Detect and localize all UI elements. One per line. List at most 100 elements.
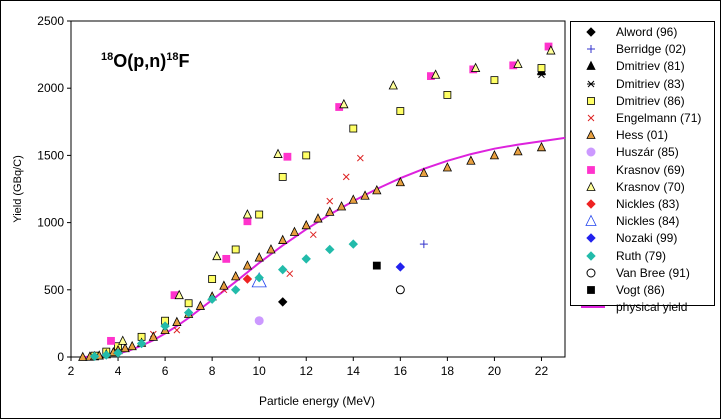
x-tick-label: 22	[535, 364, 549, 378]
y-tick-label: 500	[44, 283, 64, 297]
y-tick-label: 1500	[37, 148, 64, 162]
dmitriev-86-point	[231, 245, 240, 254]
legend-entry-hess-01: Hess (01)	[571, 127, 714, 143]
legend-label: physical yield	[616, 300, 688, 315]
legend-label: Van Bree (91)	[616, 265, 690, 280]
engelmann-71-point	[356, 154, 364, 162]
hess-01-point	[278, 234, 288, 244]
krasnov-70-point	[513, 58, 523, 68]
krasnov-70-point	[339, 98, 349, 109]
legend-label: Dmitriev (83)	[616, 76, 685, 91]
dmitriev-83-point	[537, 71, 546, 79]
hess-01-point	[301, 219, 311, 230]
x-tick-label: 20	[488, 364, 502, 378]
krasnov-69-point	[243, 217, 252, 226]
legend-marker-diamond	[586, 250, 596, 261]
dmitriev-86-point	[184, 299, 193, 308]
legend-label: Nozaki (99)	[616, 231, 678, 246]
dmitriev-86-point	[349, 124, 358, 133]
data-points	[78, 42, 556, 362]
hess-01-point	[120, 342, 130, 353]
legend-marker-circle	[586, 147, 596, 157]
hess-01-point	[195, 300, 206, 310]
krasnov-70-point	[470, 62, 481, 72]
engelmann-71-point	[342, 173, 350, 181]
legend-marker	[587, 165, 595, 174]
x-tick-label: 16	[394, 364, 408, 378]
legend-marker-circle	[586, 268, 596, 278]
legend-label: Berridge (02)	[616, 42, 687, 57]
title-target: O(p,n)	[113, 51, 166, 71]
legend-marker	[586, 27, 596, 37]
legend: Alword (96) Berridge (02) Dmitriev (81) Dmi…	[570, 21, 715, 314]
legend-marker-diamond	[586, 27, 596, 37]
krasnov-70-point	[174, 289, 184, 300]
dmitriev-86-point	[537, 64, 546, 72]
legend-label: Nickles (83)	[616, 197, 680, 211]
legend-marker	[587, 114, 595, 122]
ruth-79-point	[348, 239, 358, 249]
legend-marker	[587, 286, 595, 294]
legend-label: Nickles (84)	[616, 214, 680, 229]
hess-01-point	[419, 167, 429, 177]
legend-entry-nickles-83: Nickles (83)	[571, 196, 714, 212]
legend-label: Krasnov (70)	[616, 179, 685, 194]
hess-01-point	[242, 260, 253, 270]
legend-marker	[586, 268, 596, 278]
ruth-79-point	[230, 285, 241, 295]
legend-marker-square	[587, 96, 595, 105]
dmitriev-86-point	[255, 210, 264, 219]
legend-label: Ruth (79)	[616, 248, 667, 263]
title-mass-number-1: 18	[101, 51, 113, 63]
hess-01-point	[231, 270, 241, 281]
ruth-79-point	[254, 272, 264, 283]
hess-01-point	[219, 280, 229, 290]
krasnov-70-point	[430, 69, 441, 79]
ruth-79-point	[183, 307, 194, 318]
ruth-79-point	[89, 351, 100, 362]
ruth-79-point	[101, 350, 111, 360]
legend-entry-engelmann-71: Engelmann (71)	[571, 110, 714, 126]
ruth-79-point	[301, 254, 311, 264]
legend-marker-triangle	[586, 181, 596, 191]
krasnov-70-point	[388, 80, 398, 90]
x-tick-label: 8	[209, 364, 216, 378]
legend-entry-berridge-02: Berridge (02)	[571, 41, 714, 57]
legend-marker	[586, 60, 596, 71]
legend-label: Engelmann (71)	[616, 111, 702, 125]
hess-01-point	[336, 201, 347, 211]
legend-label: Alword (96)	[616, 25, 678, 39]
y-tick-label: 0	[57, 350, 64, 364]
legend-entry-vogt-86: Vogt (86)	[571, 282, 714, 298]
ruth-79-point	[278, 264, 288, 275]
engelmann-71-point	[309, 231, 317, 239]
legend-label: Hess (01)	[616, 128, 669, 143]
berridge-02-point	[419, 240, 428, 249]
hess-01-point	[489, 150, 500, 160]
y-tick-label: 2500	[37, 14, 64, 28]
legend-entry-physical-yield: physical yield	[571, 299, 714, 315]
krasnov-70-point	[212, 250, 222, 261]
legend-entry-nickles-84: Nickles (84)	[571, 213, 714, 229]
x-tick-label: 6	[162, 364, 169, 378]
x-tick-label: 12	[300, 364, 314, 378]
y-tick-label: 2000	[37, 81, 64, 95]
krasnov-70-point	[242, 209, 253, 219]
hess-01-point	[266, 244, 276, 254]
legend-marker-star	[587, 80, 595, 87]
legend-marker	[585, 214, 597, 227]
van-bree-91-point	[395, 285, 405, 295]
dmitriev-86-point	[396, 107, 405, 115]
x-tick-label: 14	[347, 364, 361, 378]
legend-label: Dmitriev (86)	[616, 93, 685, 108]
hess-01-point	[360, 190, 370, 200]
legend-marker	[586, 181, 596, 191]
legend-marker-triangle	[586, 129, 596, 140]
hess-01-point	[148, 331, 158, 341]
nozaki-99-point	[395, 262, 406, 272]
hess-01-point	[78, 351, 88, 361]
engelmann-71-point	[326, 197, 334, 205]
legend-entry-krasnov-69: Krasnov (69)	[571, 162, 714, 178]
legend-marker	[586, 233, 596, 244]
legend-marker-square	[587, 165, 595, 174]
